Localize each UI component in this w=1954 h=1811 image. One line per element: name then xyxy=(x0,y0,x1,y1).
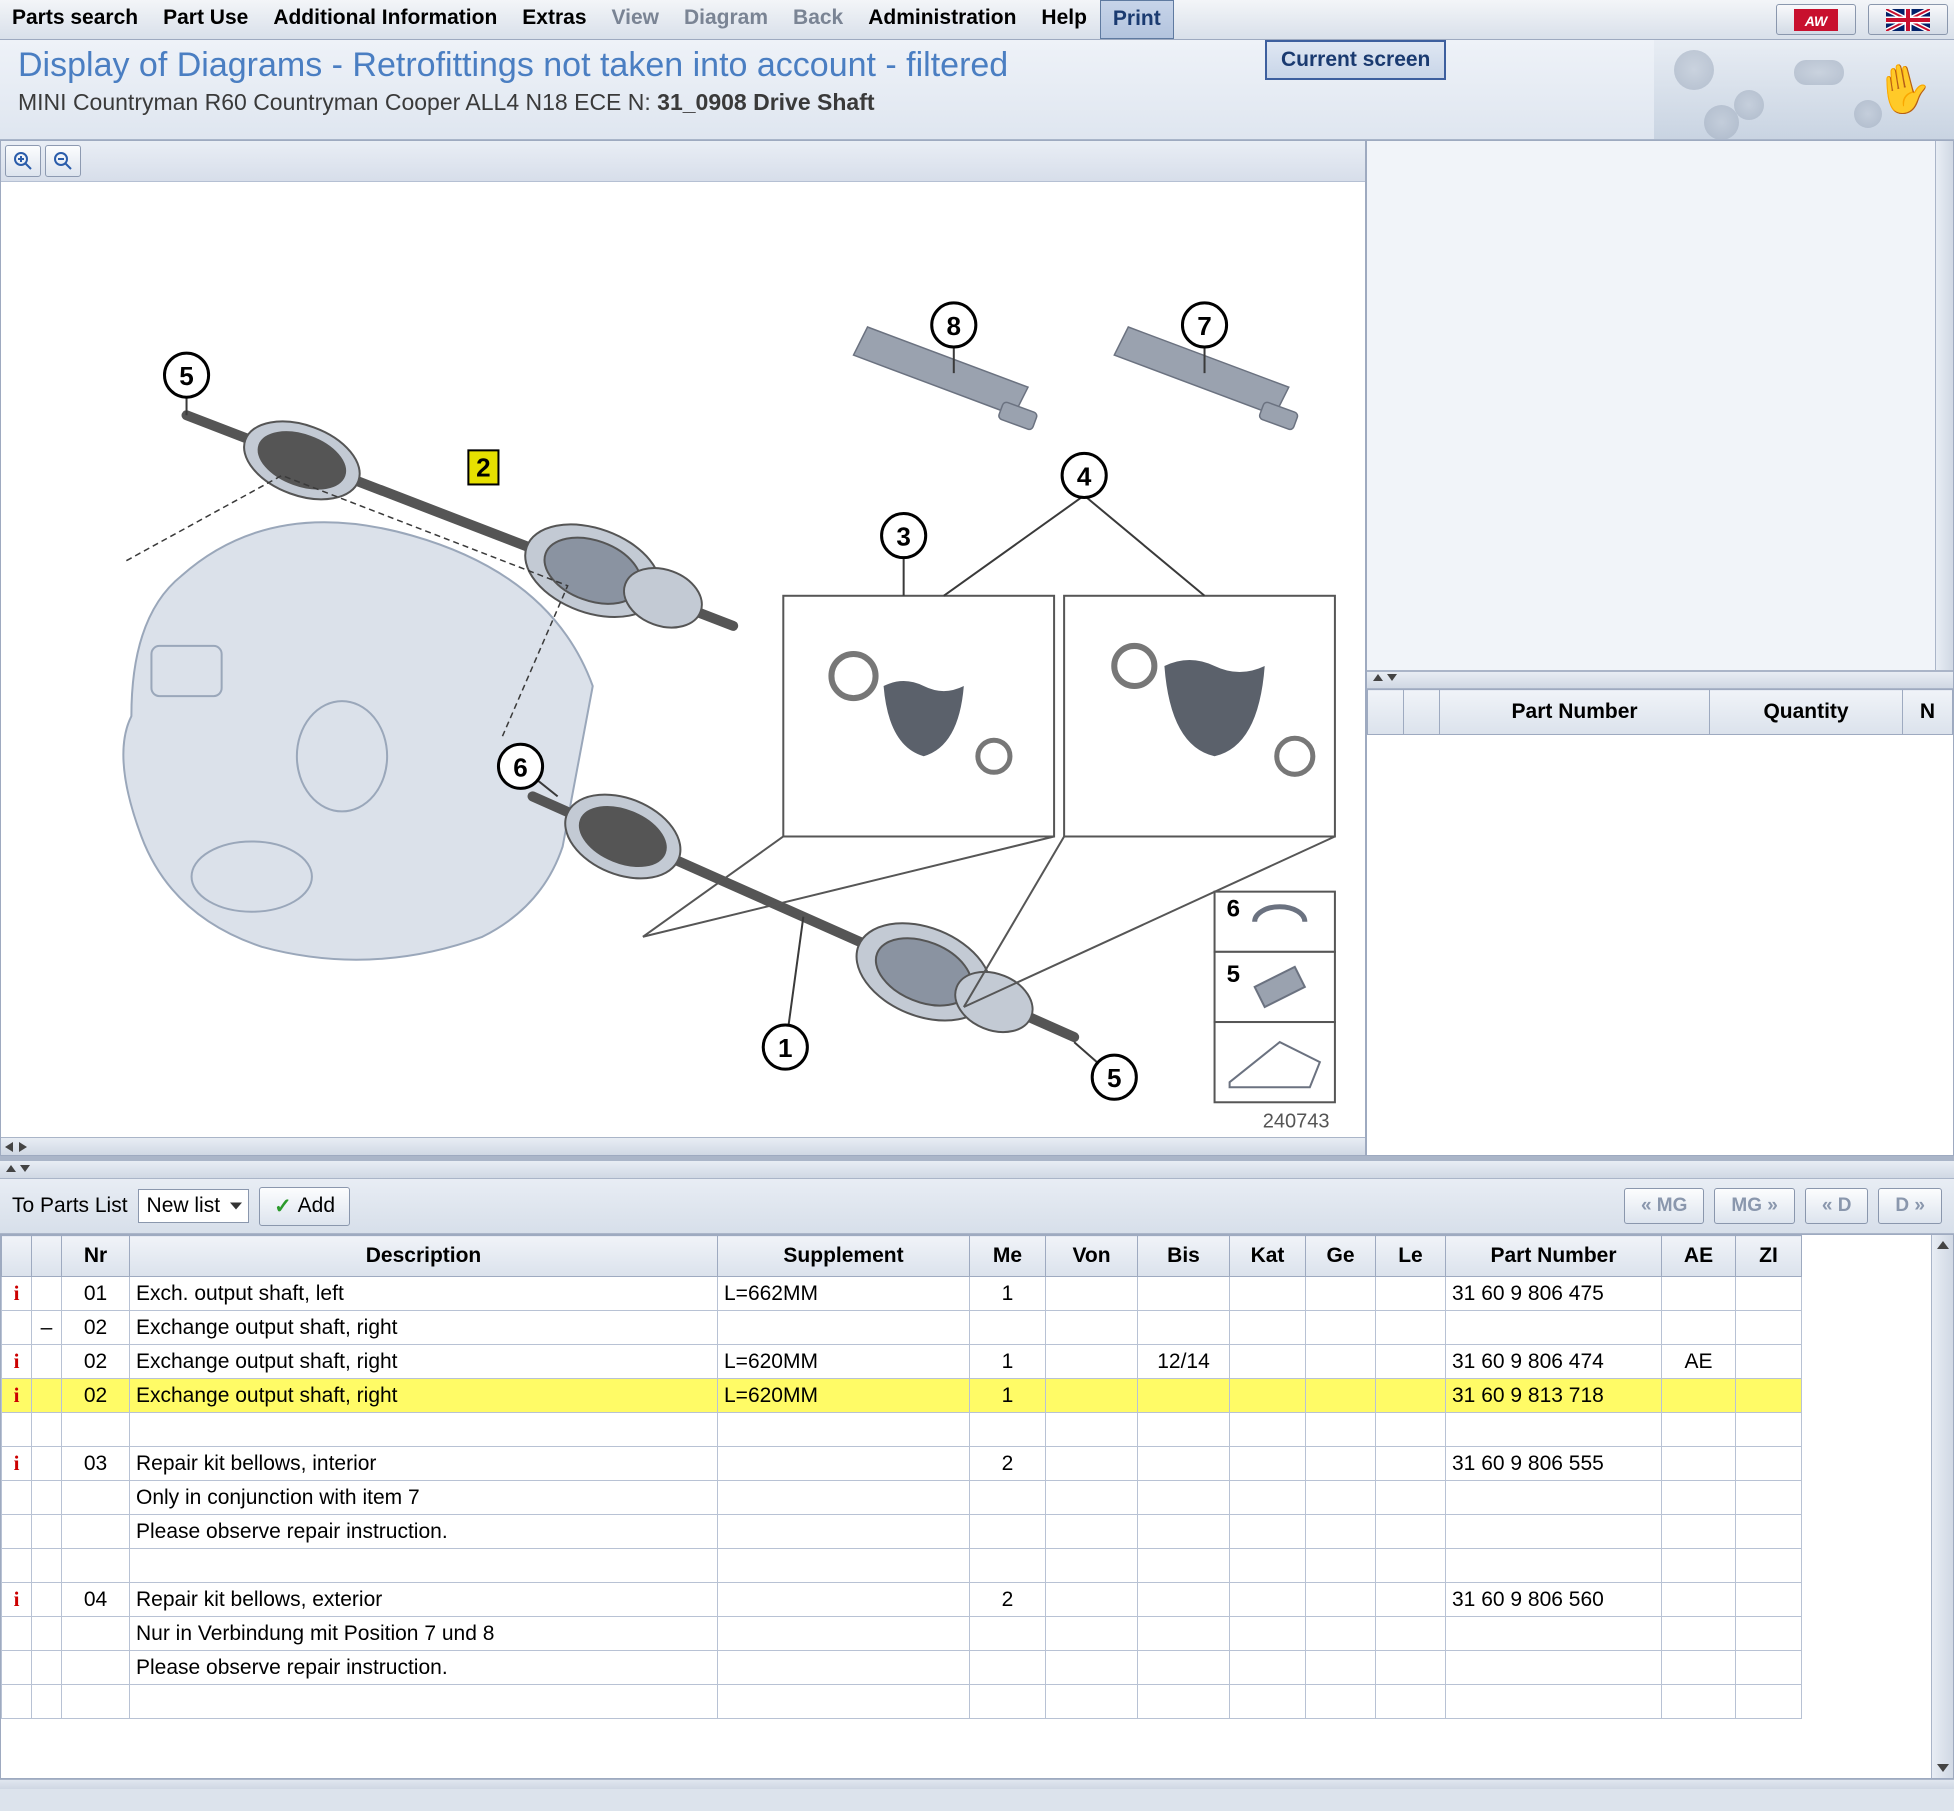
parts-vscroll[interactable] xyxy=(1931,1235,1953,1778)
check-icon: ✓ xyxy=(274,1194,292,1219)
document-number: 31_0908 Drive Shaft xyxy=(657,89,874,115)
parts-col-Von[interactable]: Von xyxy=(1046,1236,1138,1277)
menu-view[interactable]: View xyxy=(600,0,672,39)
cart-col-partnumber: Part Number xyxy=(1440,690,1710,735)
flag-aw[interactable]: AW xyxy=(1776,4,1856,35)
parts-table: NrDescriptionSupplementMeVonBisKatGeLePa… xyxy=(1,1235,1802,1719)
parts-col-Me[interactable]: Me xyxy=(970,1236,1046,1277)
parts-col-blank0[interactable] xyxy=(2,1236,32,1277)
vehicle-context: MINI Countryman R60 Countryman Cooper AL… xyxy=(18,89,657,115)
parts-col-Le[interactable]: Le xyxy=(1376,1236,1446,1277)
menu-print[interactable]: Print xyxy=(1100,0,1174,39)
list-select[interactable]: New list xyxy=(138,1189,250,1223)
nav-d-prev[interactable]: « D xyxy=(1805,1188,1869,1224)
table-row[interactable]: Only in conjunction with item 7 xyxy=(2,1481,1802,1515)
svg-text:7: 7 xyxy=(1197,311,1212,341)
parts-col-Part Number[interactable]: Part Number xyxy=(1446,1236,1662,1277)
parts-col-ZI[interactable]: ZI xyxy=(1736,1236,1802,1277)
title-area: Display of Diagrams - Retrofittings not … xyxy=(0,40,1954,140)
right-pane: Part Number Quantity N xyxy=(1366,140,1954,1156)
diagram-id: 240743 xyxy=(1263,1110,1330,1132)
menu-extras[interactable]: Extras xyxy=(510,0,599,39)
svg-text:3: 3 xyxy=(896,522,911,552)
table-row[interactable]: Please observe repair instruction. xyxy=(2,1651,1802,1685)
menu-administration[interactable]: Administration xyxy=(856,0,1029,39)
add-button-label: Add xyxy=(298,1194,335,1218)
parts-col-Supplement[interactable]: Supplement xyxy=(718,1236,970,1277)
diagram-hscroll[interactable] xyxy=(1,1137,1365,1155)
menu-back[interactable]: Back xyxy=(781,0,856,39)
parts-col-Description[interactable]: Description xyxy=(130,1236,718,1277)
flag-uk[interactable] xyxy=(1868,4,1948,35)
cursor-icon: ✋ xyxy=(1870,55,1939,122)
parts-col-Kat[interactable]: Kat xyxy=(1230,1236,1306,1277)
menu-part-use[interactable]: Part Use xyxy=(151,0,261,39)
table-row[interactable]: Please observe repair instruction. xyxy=(2,1515,1802,1549)
zoom-in-icon xyxy=(13,151,33,171)
nav-mg-prev[interactable]: « MG xyxy=(1624,1188,1704,1224)
logo-icon: AW xyxy=(1794,9,1838,31)
table-row[interactable]: i04Repair kit bellows, exterior231 60 9 … xyxy=(2,1583,1802,1617)
flag-icon xyxy=(1886,9,1930,31)
svg-text:8: 8 xyxy=(947,311,962,341)
nav-d-next[interactable]: D » xyxy=(1878,1188,1942,1224)
svg-text:6: 6 xyxy=(1227,896,1240,923)
table-row[interactable]: i03Repair kit bellows, interior231 60 9 … xyxy=(2,1447,1802,1481)
to-parts-list-label: To Parts List xyxy=(12,1194,128,1218)
table-row[interactable]: i02Exchange output shaft, rightL=620MM13… xyxy=(2,1379,1802,1413)
cart-col-n: N xyxy=(1903,690,1953,735)
parts-col-Nr[interactable]: Nr xyxy=(62,1236,130,1277)
right-upper-panel xyxy=(1367,141,1953,671)
table-row[interactable]: i02Exchange output shaft, rightL=620MM11… xyxy=(2,1345,1802,1379)
svg-text:4: 4 xyxy=(1077,461,1092,491)
parts-col-Ge[interactable]: Ge xyxy=(1306,1236,1376,1277)
svg-text:2: 2 xyxy=(476,452,491,482)
table-row[interactable]: Nur in Verbindung mit Position 7 und 8 xyxy=(2,1617,1802,1651)
menu-additional-information[interactable]: Additional Information xyxy=(261,0,510,39)
main-bottom-splitter[interactable] xyxy=(0,1160,1954,1178)
svg-text:5: 5 xyxy=(1107,1063,1122,1093)
svg-text:6: 6 xyxy=(513,752,528,782)
table-row[interactable] xyxy=(2,1685,1802,1719)
menu-diagram[interactable]: Diagram xyxy=(672,0,781,39)
zoom-out-button[interactable] xyxy=(45,145,81,177)
cart-table: Part Number Quantity N xyxy=(1367,689,1953,735)
right-lower-panel: Part Number Quantity N xyxy=(1367,689,1953,1155)
menu-help[interactable]: Help xyxy=(1029,0,1100,39)
bottom-toolbar: To Parts List New list ✓ Add « MG MG » «… xyxy=(0,1178,1954,1234)
print-dropdown-item[interactable]: Current screen xyxy=(1265,40,1446,80)
add-button[interactable]: ✓ Add xyxy=(259,1187,350,1226)
svg-text:AW: AW xyxy=(1804,13,1829,29)
main-split: 6 5 240743 5 2 xyxy=(0,140,1954,1160)
table-row[interactable] xyxy=(2,1549,1802,1583)
diagram-canvas[interactable]: 6 5 240743 5 2 xyxy=(1,182,1365,1155)
table-row[interactable] xyxy=(2,1413,1802,1447)
footer-spacer xyxy=(0,1779,1954,1789)
parts-col-blank1[interactable] xyxy=(32,1236,62,1277)
diagram-pane: 6 5 240743 5 2 xyxy=(0,140,1366,1156)
zoom-in-button[interactable] xyxy=(5,145,41,177)
right-upper-vscroll[interactable] xyxy=(1935,141,1953,670)
parts-table-wrap: NrDescriptionSupplementMeVonBisKatGeLePa… xyxy=(0,1234,1954,1779)
table-row[interactable]: –02Exchange output shaft, right xyxy=(2,1311,1802,1345)
cart-col-quantity: Quantity xyxy=(1710,690,1903,735)
right-splitter[interactable] xyxy=(1367,671,1953,689)
nav-mg-next[interactable]: MG » xyxy=(1714,1188,1794,1224)
banner-graphic: ✋ xyxy=(1654,40,1954,139)
svg-text:5: 5 xyxy=(179,361,194,391)
svg-text:5: 5 xyxy=(1227,961,1240,988)
parts-col-Bis[interactable]: Bis xyxy=(1138,1236,1230,1277)
zoom-toolbar xyxy=(1,141,1365,182)
menu-parts-search[interactable]: Parts search xyxy=(0,0,151,39)
svg-text:1: 1 xyxy=(778,1033,793,1063)
parts-col-AE[interactable]: AE xyxy=(1662,1236,1736,1277)
zoom-out-icon xyxy=(53,151,73,171)
menubar: Parts searchPart UseAdditional Informati… xyxy=(0,0,1954,40)
table-row[interactable]: i01Exch. output shaft, leftL=662MM131 60… xyxy=(2,1277,1802,1311)
